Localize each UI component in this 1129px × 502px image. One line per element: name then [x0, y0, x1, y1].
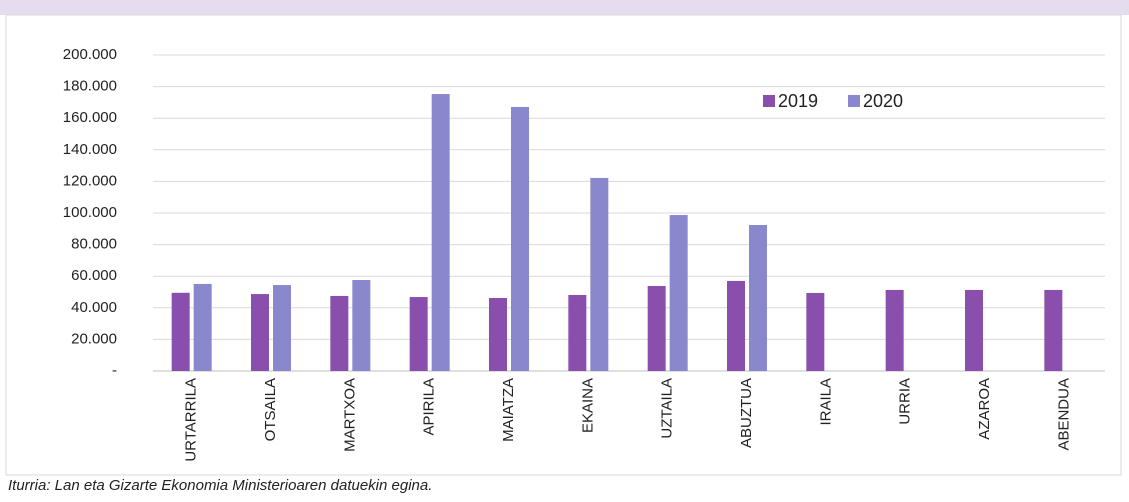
bar — [1044, 289, 1063, 371]
bar — [885, 289, 904, 371]
x-tick-label: OTSAILA — [262, 378, 279, 441]
x-tick-label: ABENDUA — [1055, 378, 1072, 451]
bar — [590, 177, 609, 371]
legend-swatch — [848, 95, 860, 107]
chart-frame — [5, 14, 1122, 476]
bar — [749, 225, 767, 371]
bar — [647, 285, 666, 371]
y-tick-label: 140.000 — [63, 141, 117, 158]
legend-label: 2019 — [778, 91, 818, 111]
header-band — [0, 0, 1129, 15]
bar — [193, 283, 212, 371]
bar — [273, 285, 291, 371]
bar — [806, 292, 825, 371]
bar — [511, 106, 529, 372]
bar — [330, 295, 349, 371]
x-tick-label: URRIA — [897, 378, 914, 425]
bar — [251, 294, 269, 371]
bar — [727, 280, 745, 371]
x-tick-label: ABUZTUA — [738, 378, 755, 448]
x-tick-label: URTARRILA — [183, 378, 200, 462]
y-tick-label: 60.000 — [71, 267, 117, 284]
bar — [352, 279, 371, 371]
x-tick-label: IRAILA — [817, 378, 834, 426]
y-tick-label: 180.000 — [63, 78, 117, 95]
y-tick-label: 160.000 — [63, 109, 117, 126]
x-tick-label: MAIATZA — [500, 378, 517, 442]
bar — [171, 292, 190, 371]
y-tick-label: 20.000 — [71, 330, 117, 347]
source-note: Iturria: Lan eta Gizarte Ekonomia Minist… — [8, 477, 432, 494]
y-tick-label: 80.000 — [71, 236, 117, 253]
x-tick-label: APIRILA — [421, 378, 438, 436]
bar — [965, 289, 983, 371]
y-tick-label: 200.000 — [63, 46, 117, 63]
bar — [409, 297, 428, 371]
bar — [669, 215, 688, 371]
y-tick-label: 40.000 — [71, 299, 117, 316]
bar — [568, 295, 587, 371]
y-tick-label: 100.000 — [63, 204, 117, 221]
x-tick-label: MARTXOA — [341, 378, 358, 452]
x-tick-label: EKAINA — [579, 378, 596, 433]
y-tick-label: 120.000 — [63, 172, 117, 189]
legend-swatch — [763, 95, 775, 107]
y-tick-label: - — [112, 362, 117, 379]
bar — [489, 298, 507, 371]
x-tick-label: UZTAILA — [659, 378, 676, 439]
x-tick-label: AZAROA — [976, 378, 993, 440]
bar — [431, 94, 450, 371]
legend-label: 2020 — [863, 91, 903, 111]
